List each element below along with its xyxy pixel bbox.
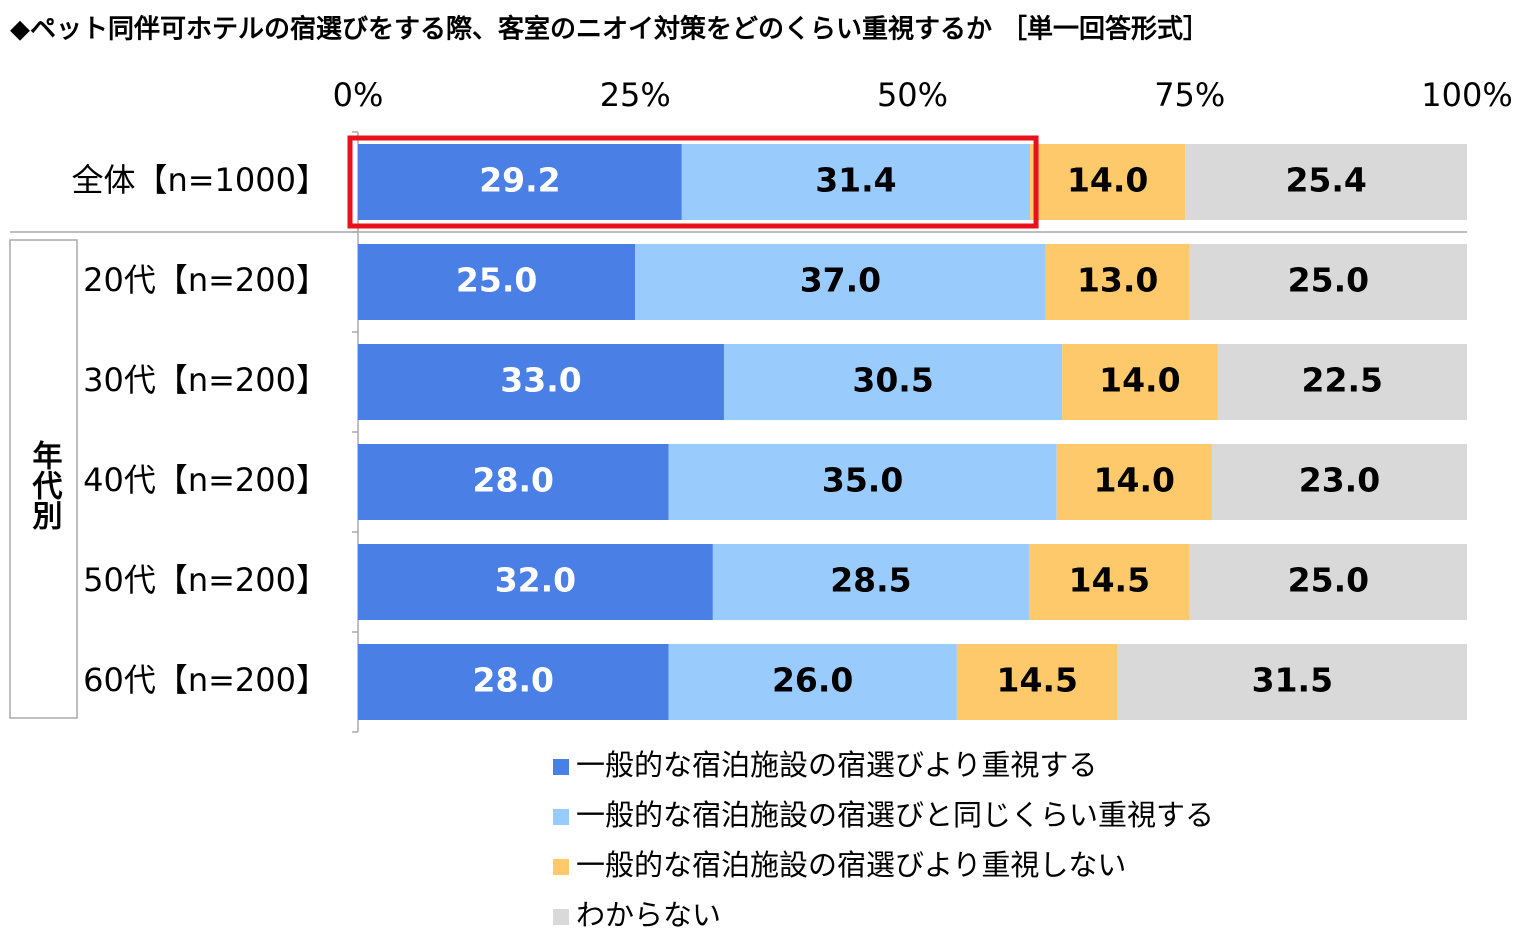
bar-segment	[358, 444, 669, 520]
value-label: 31.5	[1252, 661, 1333, 700]
bar-segment	[1056, 444, 1212, 520]
bar-segment	[1117, 644, 1467, 720]
value-label: 14.0	[1094, 461, 1175, 500]
legend-swatch	[553, 809, 569, 825]
bar-segment	[358, 144, 682, 220]
chart-title: ◆ペット同伴可ホテルの宿選びをする際、客室のニオイ対策をどのくらい重視するか ［…	[10, 14, 1209, 45]
bar-segment	[1045, 244, 1190, 320]
value-label: 13.0	[1077, 261, 1158, 300]
x-tick-label: 50%	[877, 76, 948, 114]
value-label: 26.0	[772, 661, 853, 700]
bar-segment	[1028, 544, 1190, 620]
value-label: 14.0	[1099, 361, 1180, 400]
value-label: 14.0	[1067, 161, 1148, 200]
category-label: 30代【n=200】	[83, 361, 328, 399]
x-tick-label: 75%	[1154, 76, 1225, 114]
value-label: 23.0	[1299, 461, 1380, 500]
x-tick-label: 25%	[600, 76, 671, 114]
value-label: 25.0	[1288, 561, 1369, 600]
value-label: 28.0	[473, 461, 554, 500]
bar-segment	[1030, 144, 1186, 220]
category-label: 50代【n=200】	[83, 561, 328, 599]
bar-segment	[358, 244, 636, 320]
legend-swatch	[553, 759, 569, 775]
value-label: 28.5	[830, 561, 911, 600]
value-label: 35.0	[822, 461, 903, 500]
bar-segment	[1062, 344, 1218, 420]
x-tick-label: 100%	[1421, 76, 1512, 114]
legend-label: 一般的な宿泊施設の宿選びより重視する	[576, 748, 1097, 782]
value-label: 25.0	[1288, 261, 1369, 300]
value-label: 31.4	[815, 161, 896, 200]
value-label: 29.2	[479, 161, 560, 200]
value-label: 25.4	[1285, 161, 1366, 200]
bar-segment	[358, 544, 713, 620]
bar-segment	[712, 544, 1029, 620]
category-label: 40代【n=200】	[83, 461, 328, 499]
bar-segment	[1185, 144, 1467, 220]
value-label: 30.5	[852, 361, 933, 400]
bar-segment	[358, 644, 669, 720]
bar-segment	[668, 644, 957, 720]
bar-segment	[681, 144, 1031, 220]
value-label: 14.5	[997, 661, 1078, 700]
bar-segment	[668, 444, 1057, 520]
value-label: 14.5	[1069, 561, 1150, 600]
bar-segment	[1211, 444, 1467, 520]
legend-swatch	[553, 859, 569, 875]
legend-label: わからない	[576, 898, 721, 932]
value-label: 32.0	[495, 561, 576, 600]
category-label: 20代【n=200】	[83, 261, 328, 299]
bar-segment	[1189, 544, 1467, 620]
bar-segment	[1189, 244, 1467, 320]
legend-swatch	[553, 909, 569, 925]
group-box	[9, 239, 78, 719]
bar-segment	[723, 344, 1063, 420]
category-label: 全体【n=1000】	[71, 161, 328, 199]
x-tick-label: 0%	[333, 76, 384, 114]
value-label: 37.0	[800, 261, 881, 300]
value-label: 33.0	[500, 361, 581, 400]
bar-segment	[1217, 344, 1467, 420]
value-label: 22.5	[1302, 361, 1383, 400]
legend-label: 一般的な宿泊施設の宿選びと同じくらい重視する	[576, 798, 1214, 832]
legend-label: 一般的な宿泊施設の宿選びより重視しない	[576, 848, 1126, 882]
value-label: 28.0	[473, 661, 554, 700]
bar-segment	[956, 644, 1118, 720]
bar-segment	[635, 244, 1046, 320]
group-label: 年代別	[27, 440, 64, 531]
category-label: 60代【n=200】	[83, 661, 328, 699]
bar-segment	[358, 344, 724, 420]
highlight-box	[347, 135, 1039, 229]
value-label: 25.0	[456, 261, 537, 300]
